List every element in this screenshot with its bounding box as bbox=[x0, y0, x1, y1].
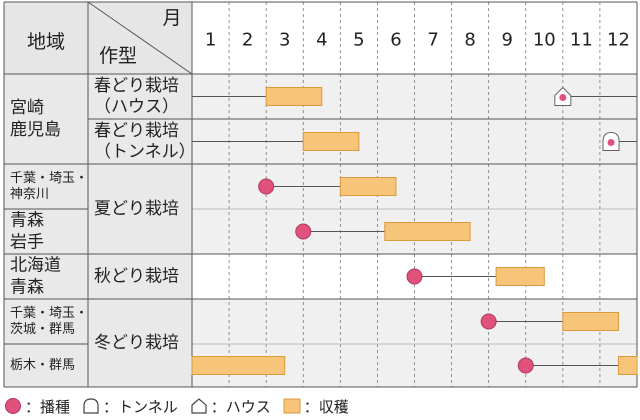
harvest-bar bbox=[562, 312, 619, 331]
month-label: 2 bbox=[242, 30, 253, 51]
type-label: （ハウス） bbox=[94, 97, 179, 117]
header-month: 月 bbox=[162, 7, 181, 29]
sowing-marker bbox=[480, 313, 497, 330]
legend-label-tunnel: ：トンネル bbox=[103, 397, 178, 416]
harvest-bar bbox=[302, 132, 360, 151]
region-label: 北海道 bbox=[10, 256, 61, 276]
month-label: 12 bbox=[607, 30, 630, 51]
type-label: 春どり栽培 bbox=[94, 76, 179, 96]
sowing-marker bbox=[295, 223, 312, 240]
harvest-bar bbox=[339, 177, 397, 196]
region-label: 宮崎 bbox=[10, 98, 44, 118]
legend-item-sowing: ：播種 bbox=[4, 396, 70, 417]
legend-item-house: ：ハウス bbox=[190, 396, 271, 417]
region-label: 神奈川 bbox=[10, 187, 49, 202]
month-label: 1 bbox=[205, 30, 216, 51]
region-label: 栃木・群馬 bbox=[10, 358, 75, 373]
header-type: 作型 bbox=[99, 45, 137, 67]
legend: ：播種 ：トンネル ：ハウス ：収穫 bbox=[4, 396, 361, 416]
month-label: 7 bbox=[427, 30, 438, 51]
header-background bbox=[4, 2, 192, 74]
sowing-marker bbox=[517, 357, 534, 374]
region-label: 青森 bbox=[10, 211, 44, 231]
sowing-marker bbox=[559, 94, 567, 101]
type-label: 秋どり栽培 bbox=[94, 267, 179, 287]
harvest-bar bbox=[265, 87, 323, 106]
legend-item-tunnel: ：トンネル bbox=[82, 396, 178, 417]
header-region: 地域 bbox=[27, 31, 65, 53]
region-label: 千葉・埼玉・ bbox=[10, 171, 88, 186]
header-diagonal bbox=[87, 1, 193, 75]
month-label: 8 bbox=[464, 30, 475, 51]
house-icon bbox=[191, 398, 207, 414]
tunnel-icon bbox=[83, 398, 99, 414]
month-label: 11 bbox=[570, 30, 593, 51]
month-label: 5 bbox=[353, 30, 364, 51]
legend-label-sowing: ：播種 bbox=[25, 397, 71, 416]
region-label: 青森 bbox=[10, 278, 44, 298]
harvest-bar bbox=[617, 356, 638, 375]
type-label: 夏どり栽培 bbox=[94, 199, 179, 219]
type-label: 春どり栽培 bbox=[94, 121, 179, 141]
sowing-marker bbox=[607, 139, 615, 146]
harvest-bar bbox=[495, 267, 545, 286]
month-label: 6 bbox=[390, 30, 401, 51]
harvest-bar bbox=[191, 356, 286, 375]
harvest-bar bbox=[384, 222, 471, 241]
month-label: 10 bbox=[533, 30, 556, 51]
legend-label-harvest: ：収穫 bbox=[303, 397, 349, 416]
month-label: 4 bbox=[316, 30, 327, 51]
type-label: 冬どり栽培 bbox=[94, 333, 179, 353]
harvest-swatch-icon bbox=[283, 398, 301, 414]
month-label: 3 bbox=[279, 30, 290, 51]
region-label: 茨城・群馬 bbox=[10, 322, 75, 337]
legend-label-house: ：ハウス bbox=[210, 397, 271, 416]
sowing-marker bbox=[258, 178, 275, 195]
region-label: 鹿児島 bbox=[10, 120, 61, 140]
legend-item-harvest: ：収穫 bbox=[283, 396, 349, 417]
month-label: 9 bbox=[501, 30, 512, 51]
label-column-background bbox=[4, 74, 192, 387]
type-label: （トンネル） bbox=[94, 142, 196, 162]
region-label: 岩手 bbox=[10, 233, 44, 253]
region-label: 千葉・埼玉・ bbox=[10, 306, 88, 321]
sowing-marker bbox=[406, 268, 423, 285]
sowing-marker-icon bbox=[5, 398, 21, 414]
